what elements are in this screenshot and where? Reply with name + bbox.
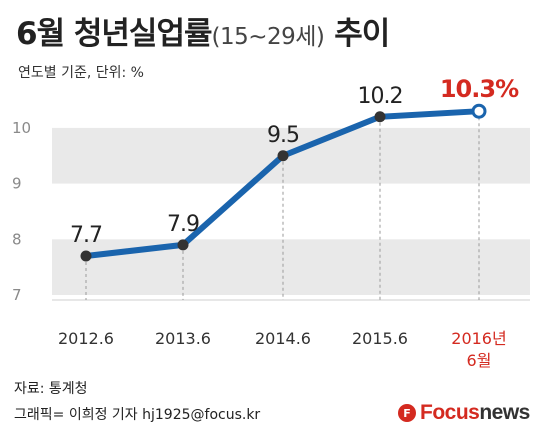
x-tick-label-4: 2016년 6월 <box>451 329 506 370</box>
data-label-1: 7.9 <box>167 212 199 237</box>
data-point-1 <box>177 239 189 251</box>
data-point-3 <box>374 111 386 123</box>
data-label-0: 7.7 <box>70 223 102 248</box>
y-tick-label-1: 8 <box>12 230 22 248</box>
title-end: 추이 <box>334 16 390 52</box>
logo-text-focus: Focus <box>420 401 480 424</box>
logo-text-news: news <box>479 401 530 424</box>
x-tick-label-1: 2013.6 <box>155 329 211 348</box>
logo-mark-icon: F <box>398 404 416 422</box>
y-tick-label-2: 9 <box>12 175 22 193</box>
focusnews-logo: F Focus news <box>398 398 530 428</box>
data-point-0 <box>80 250 92 262</box>
chart-subtitle: 연도별 기준, 단위: % <box>18 65 144 81</box>
data-point-4 <box>471 103 487 119</box>
x-tick-label-0: 2012.6 <box>58 329 114 348</box>
y-tick-label-0: 7 <box>12 286 22 304</box>
x-tick-label-2: 2014.6 <box>255 329 311 348</box>
graphic-credit: 그래픽= 이희정 기자 hj1925@focus.kr <box>14 407 261 423</box>
data-point-2 <box>277 150 289 162</box>
y-tick-label-3: 10 <box>12 119 31 137</box>
data-label-2: 9.5 <box>267 123 299 148</box>
source-note: 자료: 통계청 <box>14 381 88 397</box>
x-tick-label-3: 2015.6 <box>352 329 408 348</box>
grid-band-2 <box>52 239 530 295</box>
data-label-4: 10.3% <box>440 75 519 103</box>
title-paren: (15~29세) <box>211 24 325 50</box>
data-label-3: 10.2 <box>358 84 403 109</box>
page-title: 6월 청년실업률(15~29세) 추이 <box>16 8 390 53</box>
title-main: 6월 청년실업률 <box>16 16 212 52</box>
